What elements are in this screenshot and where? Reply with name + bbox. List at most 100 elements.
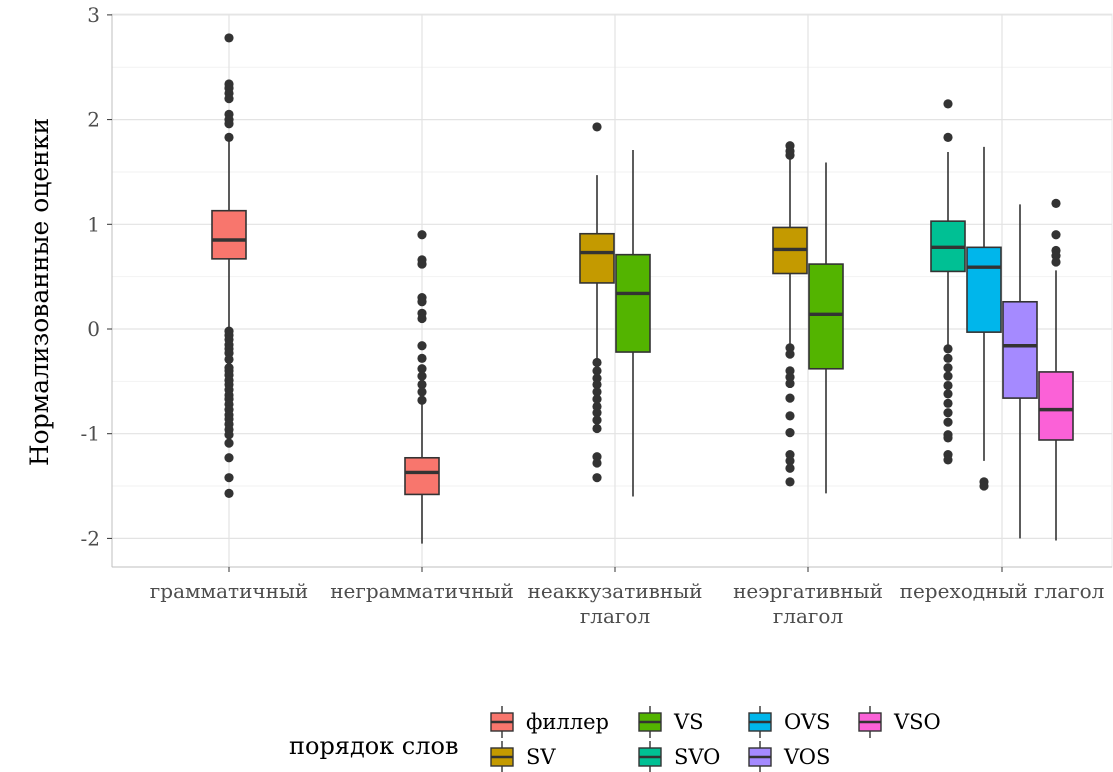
outlier-point [417, 379, 427, 390]
outlier-point [592, 387, 602, 397]
outlier-point [224, 354, 234, 364]
outlier-point [592, 408, 602, 418]
legend-label: VS [673, 710, 704, 734]
y-tick-label: -2 [81, 526, 100, 550]
x-tick-label: грамматичный [150, 579, 308, 603]
outlier-point [943, 344, 953, 354]
x-axis: грамматичный неграмматичный неаккузативный… [112, 566, 1112, 628]
box-body [1038, 371, 1074, 441]
box-body [404, 456, 440, 496]
outlier-point [224, 473, 234, 483]
box-transitive-SVO [930, 99, 966, 465]
x-tick-label: глагол [773, 604, 843, 628]
outlier-point [224, 438, 234, 448]
outlier-point [417, 230, 427, 240]
outlier-point [224, 488, 234, 498]
outlier-point [785, 378, 795, 389]
legend-label: VSO [893, 710, 941, 734]
outlier-point [417, 371, 427, 381]
outlier-point [224, 132, 234, 142]
outlier-point [943, 433, 953, 443]
legend-label: SV [526, 745, 556, 769]
outlier-point [1051, 198, 1061, 208]
outlier-point [417, 364, 427, 374]
outlier-point [979, 481, 989, 491]
outlier-point [592, 122, 602, 132]
x-tick-label: неэргативный [733, 579, 883, 603]
outlier-point [224, 94, 234, 104]
outlier-point [785, 150, 795, 160]
outlier-point [592, 366, 602, 376]
outlier-point [592, 423, 602, 434]
outlier-point [592, 458, 602, 468]
outlier-point [943, 353, 953, 363]
outlier-point [417, 353, 427, 363]
legend-label: OVS [784, 710, 830, 734]
outlier-point [417, 395, 427, 405]
outlier-point [592, 394, 602, 404]
x-tick-label: неграмматичный [330, 579, 514, 603]
legend-entry-VS: VS [638, 706, 704, 738]
legend-entry-VSO: VSO [858, 706, 941, 738]
box-body [579, 232, 615, 284]
legend-title: порядок слов [289, 732, 458, 760]
box-series [211, 33, 1074, 544]
y-tick-label: 1 [87, 212, 100, 236]
outlier-point [943, 363, 953, 373]
legend-label: VOS [783, 745, 830, 769]
outlier-point [785, 393, 795, 403]
outlier-point [592, 473, 602, 483]
outlier-point [224, 430, 234, 440]
box-body [966, 246, 1002, 333]
legend: порядок слов филлер SV VS SVO OVS VOS VSO [289, 706, 941, 772]
outlier-point [592, 415, 602, 425]
outlier-point [943, 371, 953, 381]
outlier-point [943, 99, 953, 109]
legend-entry-VOS: VOS [748, 741, 830, 772]
legend-entry-SVO: SVO [638, 741, 720, 772]
box-body [1002, 300, 1038, 399]
box-unaccusative-SV [579, 122, 615, 483]
y-tick-label: -1 [81, 422, 100, 446]
outlier-point [943, 398, 953, 408]
box-ungrammatical-филлер [404, 230, 440, 544]
outlier-point [592, 379, 602, 390]
y-tick-label: 2 [87, 108, 100, 132]
outlier-point [785, 428, 795, 438]
legend-entry-OVS: OVS [748, 706, 830, 738]
box-body [808, 263, 844, 370]
legend-label: филлер [526, 710, 609, 734]
outlier-point [943, 380, 953, 391]
outlier-point [943, 389, 953, 399]
outlier-point [417, 341, 427, 351]
outlier-point [417, 259, 427, 269]
outlier-point [417, 387, 427, 397]
outlier-point [785, 477, 795, 487]
box-grammatical-филлер [211, 33, 247, 498]
outlier-point [785, 456, 795, 466]
outlier-point [785, 349, 795, 359]
outlier-point [224, 33, 234, 43]
box-unergative-SV [772, 141, 808, 487]
legend-entry-филлер: филлер [490, 706, 609, 738]
outlier-point [943, 132, 953, 142]
y-axis: -2 -1 0 1 2 3 [81, 3, 113, 567]
outlier-point [417, 297, 427, 307]
outlier-point [785, 411, 795, 421]
y-axis-title: Нормализованные оценки [25, 118, 54, 466]
outlier-point [224, 119, 234, 129]
box-transitive-VSO [1038, 198, 1074, 541]
outlier-point [224, 453, 234, 463]
box-body [211, 209, 247, 260]
x-tick-label: глагол [580, 604, 650, 628]
outlier-point [1051, 230, 1061, 240]
x-tick-label: неаккузативный [528, 579, 703, 603]
box-unaccusative-VS [615, 149, 651, 497]
y-tick-label: 3 [87, 3, 100, 27]
outlier-point [943, 417, 953, 427]
box-transitive-OVS [966, 146, 1002, 491]
x-tick-label: переходный глагол [900, 579, 1105, 603]
box-transitive-VOS [1002, 204, 1038, 539]
y-tick-label: 0 [87, 317, 100, 341]
